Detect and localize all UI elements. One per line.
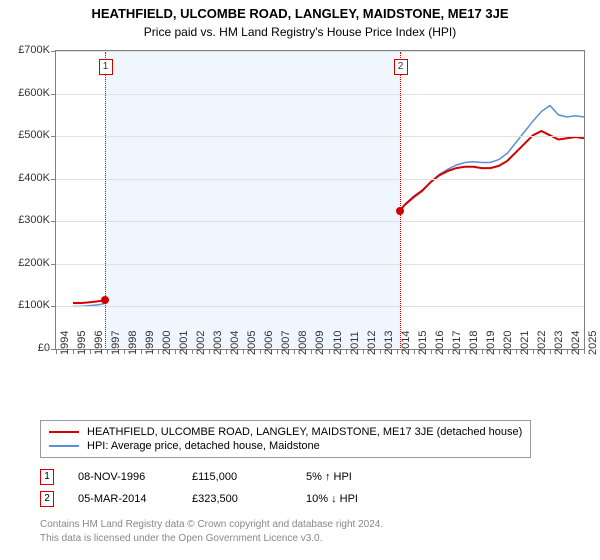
event-diff-1: 5% ↑ HPI [306, 471, 352, 483]
x-tick-label: 2008 [297, 331, 309, 355]
gridline [56, 94, 584, 95]
event-price-2: £323,500 [192, 493, 282, 505]
x-tick-label: 2024 [570, 331, 582, 355]
legend-and-footer: HEATHFIELD, ULCOMBE ROAD, LANGLEY, MAIDS… [40, 420, 560, 545]
x-tick-label: 2017 [451, 331, 463, 355]
y-tick-label: £100K [0, 299, 50, 311]
legend-box: HEATHFIELD, ULCOMBE ROAD, LANGLEY, MAIDS… [40, 420, 531, 458]
legend-swatch-price-paid [49, 431, 79, 433]
x-tick-label: 2022 [536, 331, 548, 355]
legend-label-price-paid: HEATHFIELD, ULCOMBE ROAD, LANGLEY, MAIDS… [87, 426, 522, 438]
ownership-shade [105, 52, 400, 348]
event-marker-box: 2 [394, 59, 408, 75]
gridline [56, 179, 584, 180]
event-table: 1 08-NOV-1996 £115,000 5% ↑ HPI 2 05-MAR… [40, 466, 560, 510]
x-tick-label: 1997 [110, 331, 122, 355]
chart-area: 12 £0£100K£200K£300K£400K£500K£600K£700K… [55, 50, 585, 380]
x-tick-label: 2012 [366, 331, 378, 355]
x-tick-label: 2007 [280, 331, 292, 355]
x-tick-label: 1999 [144, 331, 156, 355]
gridline [56, 264, 584, 265]
y-tick-label: £200K [0, 257, 50, 269]
x-tick-label: 1995 [76, 331, 88, 355]
chart-title: HEATHFIELD, ULCOMBE ROAD, LANGLEY, MAIDS… [0, 0, 600, 21]
y-tick-label: £400K [0, 172, 50, 184]
footer-line-1: Contains HM Land Registry data © Crown c… [40, 518, 560, 532]
x-tick-label: 2015 [417, 331, 429, 355]
gridline [56, 136, 584, 137]
event-vline [400, 52, 401, 348]
legend-swatch-hpi [49, 445, 79, 447]
x-tick-label: 2023 [553, 331, 565, 355]
x-tick-label: 2009 [314, 331, 326, 355]
event-diff-2: 10% ↓ HPI [306, 493, 358, 505]
gridline [56, 306, 584, 307]
x-tick-label: 2000 [161, 331, 173, 355]
x-tick-label: 2013 [383, 331, 395, 355]
y-tick-label: £700K [0, 44, 50, 56]
gridline [56, 51, 584, 52]
x-tick-label: 1996 [93, 331, 105, 355]
x-tick-label: 2019 [485, 331, 497, 355]
event-price-1: £115,000 [192, 471, 282, 483]
x-tick-label: 2001 [178, 331, 190, 355]
x-tick-label: 2014 [400, 331, 412, 355]
x-tick-label: 2025 [587, 331, 599, 355]
legend-row-hpi: HPI: Average price, detached house, Maid… [49, 439, 522, 453]
gridline [56, 221, 584, 222]
legend-row-price-paid: HEATHFIELD, ULCOMBE ROAD, LANGLEY, MAIDS… [49, 425, 522, 439]
x-tick-label: 1994 [59, 331, 71, 355]
x-tick-label: 2020 [502, 331, 514, 355]
footer-attribution: Contains HM Land Registry data © Crown c… [40, 518, 560, 545]
event-marker-1: 1 [40, 469, 54, 485]
x-tick-label: 2002 [195, 331, 207, 355]
event-date-1: 08-NOV-1996 [78, 471, 168, 483]
chart-subtitle: Price paid vs. HM Land Registry's House … [0, 21, 600, 45]
x-tick-label: 2016 [434, 331, 446, 355]
legend-label-hpi: HPI: Average price, detached house, Maid… [87, 440, 320, 452]
event-point [396, 207, 404, 215]
x-tick-label: 2010 [332, 331, 344, 355]
footer-line-2: This data is licensed under the Open Gov… [40, 532, 560, 546]
x-tick-label: 1998 [127, 331, 139, 355]
plot-region: 12 [55, 50, 585, 350]
x-tick-label: 2005 [246, 331, 258, 355]
event-row-2: 2 05-MAR-2014 £323,500 10% ↓ HPI [40, 488, 560, 510]
x-tick-label: 2006 [263, 331, 275, 355]
x-tick-label: 2004 [229, 331, 241, 355]
x-tick-label: 2003 [212, 331, 224, 355]
event-point [101, 296, 109, 304]
event-date-2: 05-MAR-2014 [78, 493, 168, 505]
x-tick-label: 2011 [349, 331, 361, 355]
y-tick-label: £500K [0, 129, 50, 141]
event-marker-box: 1 [99, 59, 113, 75]
x-tick-label: 2021 [519, 331, 531, 355]
y-tick-label: £0 [0, 342, 50, 354]
x-tick-label: 2018 [468, 331, 480, 355]
event-row-1: 1 08-NOV-1996 £115,000 5% ↑ HPI [40, 466, 560, 488]
y-tick-label: £600K [0, 87, 50, 99]
event-marker-2: 2 [40, 491, 54, 507]
chart-container: HEATHFIELD, ULCOMBE ROAD, LANGLEY, MAIDS… [0, 0, 600, 560]
y-tick-label: £300K [0, 214, 50, 226]
